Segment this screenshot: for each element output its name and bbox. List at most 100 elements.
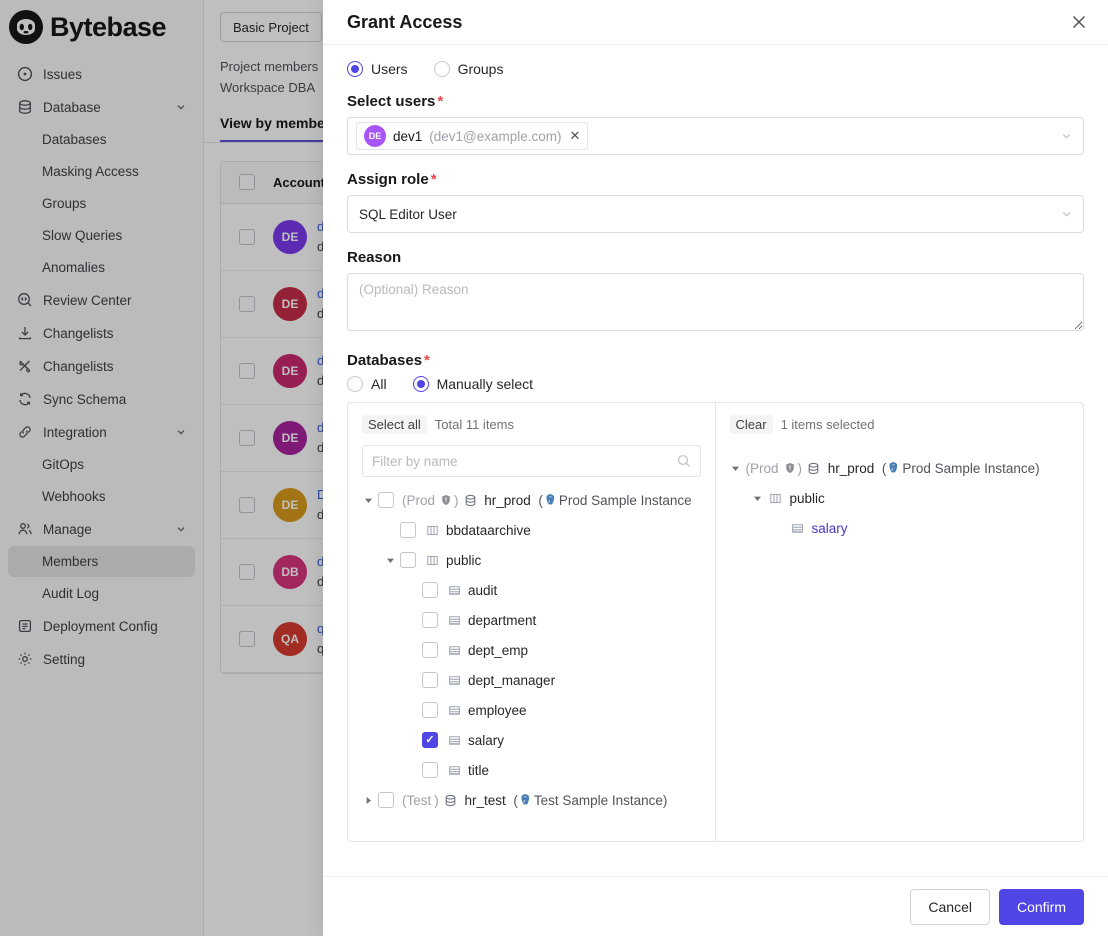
- sidebar-item-webhooks[interactable]: Webhooks: [8, 481, 195, 512]
- chevron-down-icon[interactable]: [175, 523, 187, 535]
- tree-node-label[interactable]: dept_emp: [468, 642, 529, 658]
- tree-node-label[interactable]: hr_prod: [484, 492, 531, 508]
- radio-dot-selected[interactable]: [412, 376, 429, 392]
- confirm-button[interactable]: Confirm: [998, 888, 1084, 925]
- select-users-input[interactable]: DE dev1 (dev1@example.com) ✕: [347, 117, 1084, 155]
- tree-node-label[interactable]: dept_manager: [468, 672, 556, 688]
- tree-node-checkbox[interactable]: [400, 552, 416, 568]
- tree-node[interactable]: dept_manager: [354, 665, 709, 695]
- clear-button[interactable]: Clear: [729, 414, 773, 434]
- tree-node-checkbox[interactable]: [378, 492, 394, 508]
- sidebar-item-anomalies[interactable]: Anomalies: [8, 252, 195, 283]
- chevron-down-icon[interactable]: [726, 464, 746, 473]
- sidebar-item-issues[interactable]: Issues: [8, 58, 195, 90]
- close-icon[interactable]: [1068, 11, 1090, 33]
- radio-dot-selected[interactable]: [347, 61, 363, 77]
- sidebar-item-deployment-config[interactable]: Deployment Config: [8, 610, 195, 642]
- tree-node[interactable]: bbdataarchive: [354, 515, 709, 545]
- select-all-cell[interactable]: [221, 174, 273, 191]
- sidebar-item-gitops[interactable]: GitOps: [8, 449, 195, 480]
- tree-node-label[interactable]: salary: [811, 520, 848, 536]
- tab-view-by-member[interactable]: View by member: [220, 115, 331, 142]
- tree-node[interactable]: employee: [354, 695, 709, 725]
- tree-node[interactable]: (Prod) hr_prod (Prod Sample Instance): [722, 453, 1078, 483]
- filter-input[interactable]: [372, 453, 677, 469]
- tree-node[interactable]: public: [722, 483, 1078, 513]
- row-select-cell[interactable]: [221, 362, 273, 379]
- tree-node-label[interactable]: hr_prod: [827, 460, 875, 476]
- assign-role-select[interactable]: SQL Editor User: [347, 195, 1084, 233]
- tree-node-checkbox[interactable]: [422, 612, 438, 628]
- row-checkbox[interactable]: [239, 563, 255, 580]
- sidebar-item-masking-access[interactable]: Masking Access: [8, 156, 195, 187]
- remove-tag-close-icon[interactable]: ✕: [569, 128, 581, 143]
- select-all-checkbox[interactable]: [239, 174, 255, 191]
- sidebar-item-audit-log[interactable]: Audit Log: [8, 578, 195, 609]
- tree-node-checkbox[interactable]: [422, 642, 438, 658]
- cancel-button[interactable]: Cancel: [910, 888, 990, 925]
- project-selector[interactable]: Basic Project: [220, 12, 322, 42]
- sidebar-item-database[interactable]: Database: [8, 91, 195, 123]
- sidebar-item-changelists[interactable]: Changelists: [8, 350, 195, 382]
- chevron-down-icon[interactable]: [358, 496, 378, 505]
- sidebar-item-slow-queries[interactable]: Slow Queries: [8, 220, 195, 251]
- tree-node-label[interactable]: hr_test: [464, 792, 506, 808]
- filter-box[interactable]: [362, 445, 701, 477]
- tree-node[interactable]: (Test) hr_test (Test Sample Instance): [354, 785, 709, 815]
- tree-node-checkbox[interactable]: [422, 762, 438, 778]
- radio-dot[interactable]: [347, 376, 363, 392]
- sidebar-item-databases[interactable]: Databases: [8, 124, 195, 155]
- chevron-down-icon[interactable]: [175, 101, 187, 113]
- tree-node-checkbox[interactable]: [422, 732, 438, 748]
- tree-node[interactable]: public: [354, 545, 709, 575]
- row-select-cell[interactable]: [221, 630, 273, 647]
- chevron-down-icon[interactable]: [1060, 208, 1073, 221]
- chevron-down-icon[interactable]: [175, 426, 187, 438]
- tree-node-label[interactable]: bbdataarchive: [446, 522, 531, 538]
- chevron-right-icon[interactable]: [358, 796, 378, 805]
- sidebar-item-setting[interactable]: Setting: [8, 643, 195, 675]
- tree-node-label[interactable]: salary: [468, 732, 505, 748]
- tree-node[interactable]: title: [354, 755, 709, 785]
- account-name[interactable]: D: [317, 487, 327, 503]
- tree-node-label[interactable]: employee: [468, 702, 527, 718]
- radio-dot[interactable]: [433, 61, 450, 77]
- row-checkbox[interactable]: [239, 295, 255, 312]
- chevron-down-icon[interactable]: [380, 556, 400, 565]
- tree-node-checkbox[interactable]: [422, 672, 438, 688]
- sidebar-item-integration[interactable]: Integration: [8, 416, 195, 448]
- reason-textarea[interactable]: [347, 273, 1084, 331]
- radio-users[interactable]: Users: [347, 61, 408, 77]
- tree-node-label[interactable]: department: [468, 612, 537, 628]
- row-select-cell[interactable]: [221, 496, 273, 513]
- tree-node-label[interactable]: public: [789, 490, 825, 506]
- tree-node-checkbox[interactable]: [422, 582, 438, 598]
- row-checkbox[interactable]: [239, 429, 255, 446]
- sidebar-item-review-center[interactable]: Review Center: [8, 284, 195, 316]
- select-all-button[interactable]: Select all: [362, 414, 427, 434]
- radio-groups[interactable]: Groups: [433, 61, 503, 77]
- brand-logo[interactable]: Bytebase: [0, 0, 203, 54]
- chevron-down-icon[interactable]: [1060, 130, 1073, 143]
- tree-node[interactable]: dept_emp: [354, 635, 709, 665]
- tree-node-label[interactable]: audit: [468, 582, 498, 598]
- tree-node[interactable]: department: [354, 605, 709, 635]
- sidebar-item-members[interactable]: Members: [8, 546, 195, 577]
- tree-node-checkbox[interactable]: [378, 792, 394, 808]
- sidebar-item-groups[interactable]: Groups: [8, 188, 195, 219]
- row-select-cell[interactable]: [221, 228, 273, 245]
- sidebar-item-export-center[interactable]: Changelists: [8, 317, 195, 349]
- row-checkbox[interactable]: [239, 630, 255, 647]
- tree-node[interactable]: salary: [354, 725, 709, 755]
- tree-node-label[interactable]: title: [468, 762, 490, 778]
- tree-node-label[interactable]: public: [446, 552, 482, 568]
- row-checkbox[interactable]: [239, 496, 255, 513]
- user-tag[interactable]: DE dev1 (dev1@example.com) ✕: [356, 122, 589, 150]
- row-select-cell[interactable]: [221, 295, 273, 312]
- row-select-cell[interactable]: [221, 429, 273, 446]
- sidebar-item-manage[interactable]: Manage: [8, 513, 195, 545]
- tree-node[interactable]: salary: [722, 513, 1078, 543]
- row-checkbox[interactable]: [239, 228, 255, 245]
- row-select-cell[interactable]: [221, 563, 273, 580]
- tree-node[interactable]: audit: [354, 575, 709, 605]
